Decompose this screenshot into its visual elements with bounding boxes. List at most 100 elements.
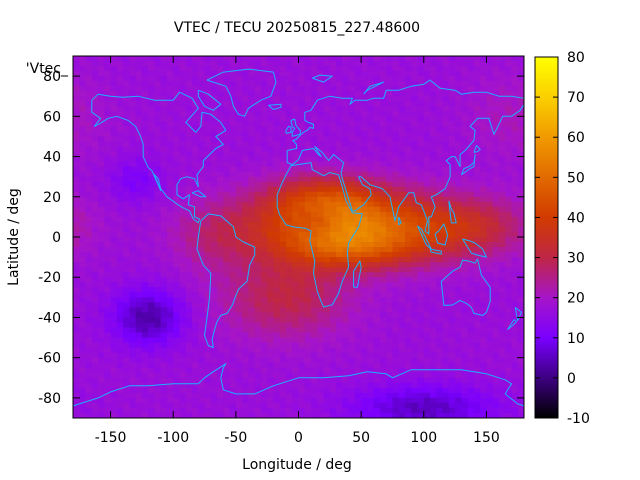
heatmap-cell xyxy=(323,317,331,324)
heatmap-cell xyxy=(91,377,99,384)
heatmap-cell xyxy=(498,116,506,122)
heatmap-cell xyxy=(323,121,331,127)
heatmap-cell xyxy=(192,211,199,218)
heatmap-cell xyxy=(398,347,406,354)
heatmap-cell xyxy=(411,166,419,173)
heatmap-cell xyxy=(185,76,193,82)
heatmap-cell xyxy=(480,226,488,233)
heatmap-cell xyxy=(423,81,431,87)
heatmap-cell xyxy=(373,387,381,394)
heatmap-cell xyxy=(298,397,306,404)
heatmap-cell xyxy=(223,81,231,87)
heatmap-cell xyxy=(285,156,293,163)
heatmap-cell xyxy=(455,101,462,107)
heatmap-cell xyxy=(511,146,519,153)
heatmap-cell xyxy=(110,96,118,102)
heatmap-cell xyxy=(323,226,331,233)
heatmap-cell xyxy=(311,171,318,178)
heatmap-cell xyxy=(254,237,262,243)
heatmap-cell xyxy=(467,181,475,188)
heatmap-cell xyxy=(498,267,506,273)
heatmap-cell xyxy=(91,91,99,97)
heatmap-cell xyxy=(192,317,199,324)
heatmap-cell xyxy=(323,211,331,218)
heatmap-cell xyxy=(517,181,524,188)
heatmap-cell xyxy=(329,106,337,112)
heatmap-cell xyxy=(336,146,343,153)
heatmap-cell xyxy=(323,382,331,389)
heatmap-cell xyxy=(129,387,137,394)
heatmap-cell xyxy=(217,242,224,248)
heatmap-cell xyxy=(154,302,162,308)
heatmap-cell xyxy=(498,262,506,268)
heatmap-cell xyxy=(448,337,456,344)
heatmap-cell xyxy=(123,66,130,72)
heatmap-cell xyxy=(116,397,124,404)
heatmap-cell xyxy=(116,312,124,319)
heatmap-cell xyxy=(204,402,212,409)
heatmap-cell xyxy=(505,61,513,67)
heatmap-cell xyxy=(304,156,312,163)
heatmap-cell xyxy=(442,262,450,268)
heatmap-cell xyxy=(511,176,519,183)
heatmap-cell xyxy=(160,226,168,233)
heatmap-cell xyxy=(260,161,268,168)
heatmap-cell xyxy=(91,312,99,319)
heatmap-cell xyxy=(73,322,80,329)
heatmap-cell xyxy=(392,367,400,374)
heatmap-cell xyxy=(398,342,406,349)
heatmap-cell xyxy=(386,337,394,344)
heatmap-cell xyxy=(492,327,500,334)
heatmap-cell xyxy=(254,297,262,303)
heatmap-cell xyxy=(430,211,437,218)
heatmap-cell xyxy=(110,332,118,339)
heatmap-cell xyxy=(116,226,124,233)
heatmap-cell xyxy=(348,277,356,283)
heatmap-cell xyxy=(292,347,300,354)
heatmap-cell xyxy=(336,191,343,198)
heatmap-cell xyxy=(166,231,174,238)
heatmap-cell xyxy=(179,86,187,92)
heatmap-cell xyxy=(148,166,156,173)
heatmap-cell xyxy=(79,71,87,77)
heatmap-cell xyxy=(179,392,187,399)
heatmap-cell xyxy=(517,327,524,334)
heatmap-cell xyxy=(373,237,381,243)
heatmap-cell xyxy=(430,106,437,112)
heatmap-cell xyxy=(505,141,513,148)
heatmap-cell xyxy=(285,352,293,359)
heatmap-cell xyxy=(273,277,281,283)
heatmap-cell xyxy=(248,206,256,213)
heatmap-cell xyxy=(348,397,356,404)
heatmap-cell xyxy=(185,277,193,283)
heatmap-cell xyxy=(279,186,287,193)
heatmap-cell xyxy=(267,257,275,263)
heatmap-cell xyxy=(329,237,337,243)
heatmap-cell xyxy=(467,322,475,329)
heatmap-cell xyxy=(361,312,368,319)
heatmap-cell xyxy=(116,96,124,102)
heatmap-cell xyxy=(304,71,312,77)
heatmap-cell xyxy=(517,372,524,379)
heatmap-cell xyxy=(198,91,206,97)
heatmap-cell xyxy=(91,191,99,198)
heatmap-cell xyxy=(473,337,481,344)
heatmap-cell xyxy=(210,156,218,163)
heatmap-cell xyxy=(486,372,494,379)
heatmap-cell xyxy=(116,191,124,198)
heatmap-cell xyxy=(492,372,500,379)
heatmap-cell xyxy=(473,362,481,369)
heatmap-cell xyxy=(392,186,400,193)
heatmap-cell xyxy=(292,71,300,77)
heatmap-cell xyxy=(154,86,162,92)
heatmap-cell xyxy=(260,307,268,314)
heatmap-cell xyxy=(498,342,506,349)
heatmap-cell xyxy=(279,66,287,72)
heatmap-cell xyxy=(116,56,124,62)
heatmap-cell xyxy=(242,121,249,127)
heatmap-cell xyxy=(204,362,212,369)
heatmap-cell xyxy=(311,156,318,163)
heatmap-cell xyxy=(386,181,394,188)
heatmap-cell xyxy=(404,136,412,143)
heatmap-cell xyxy=(480,317,488,324)
